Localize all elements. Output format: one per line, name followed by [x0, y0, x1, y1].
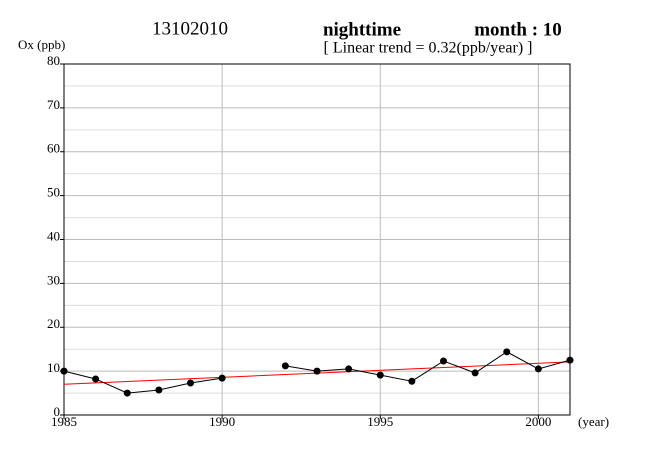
month-label: month : 10 [474, 19, 562, 40]
y-tick-label: 20 [47, 316, 60, 331]
x-axis-label: (year) [578, 414, 609, 429]
data-point [408, 377, 416, 385]
data-point [440, 357, 447, 365]
x-tick-label: 1995 [367, 414, 393, 429]
data-point [471, 369, 479, 377]
chart-subtitle: nighttime [323, 19, 401, 40]
data-point [187, 379, 194, 387]
annotation: [ Linear trend = 0.32(ppb/year) ] [324, 40, 533, 57]
y-tick-label: 80 [47, 53, 60, 68]
data-line [63, 351, 571, 394]
chart-title: 13102010 [152, 18, 228, 39]
y-axis-label: Ox (ppb) [18, 37, 65, 52]
y-tick-label: 0 [54, 404, 61, 419]
data-point [92, 375, 100, 383]
data-point [345, 365, 353, 373]
y-tick-label: 70 [47, 97, 60, 112]
data-point [503, 348, 511, 356]
data-point [218, 374, 226, 382]
data-point [566, 356, 574, 364]
data-point [155, 386, 163, 394]
y-tick-label: 50 [47, 185, 60, 200]
data-point [60, 367, 68, 375]
y-tick-label: 10 [47, 360, 60, 375]
x-tick-label: 1990 [209, 414, 235, 429]
data-point [313, 367, 321, 375]
x-tick-label: 1985 [51, 414, 77, 429]
y-tick-label: 30 [47, 272, 60, 287]
data-point [376, 371, 384, 379]
plot-frame [63, 63, 571, 416]
x-tick-label: 2000 [525, 414, 551, 429]
data-point [534, 365, 542, 373]
y-tick-label: 60 [47, 141, 60, 156]
y-tick-label: 40 [47, 228, 60, 243]
data-point [123, 389, 131, 397]
data-point [281, 362, 289, 370]
